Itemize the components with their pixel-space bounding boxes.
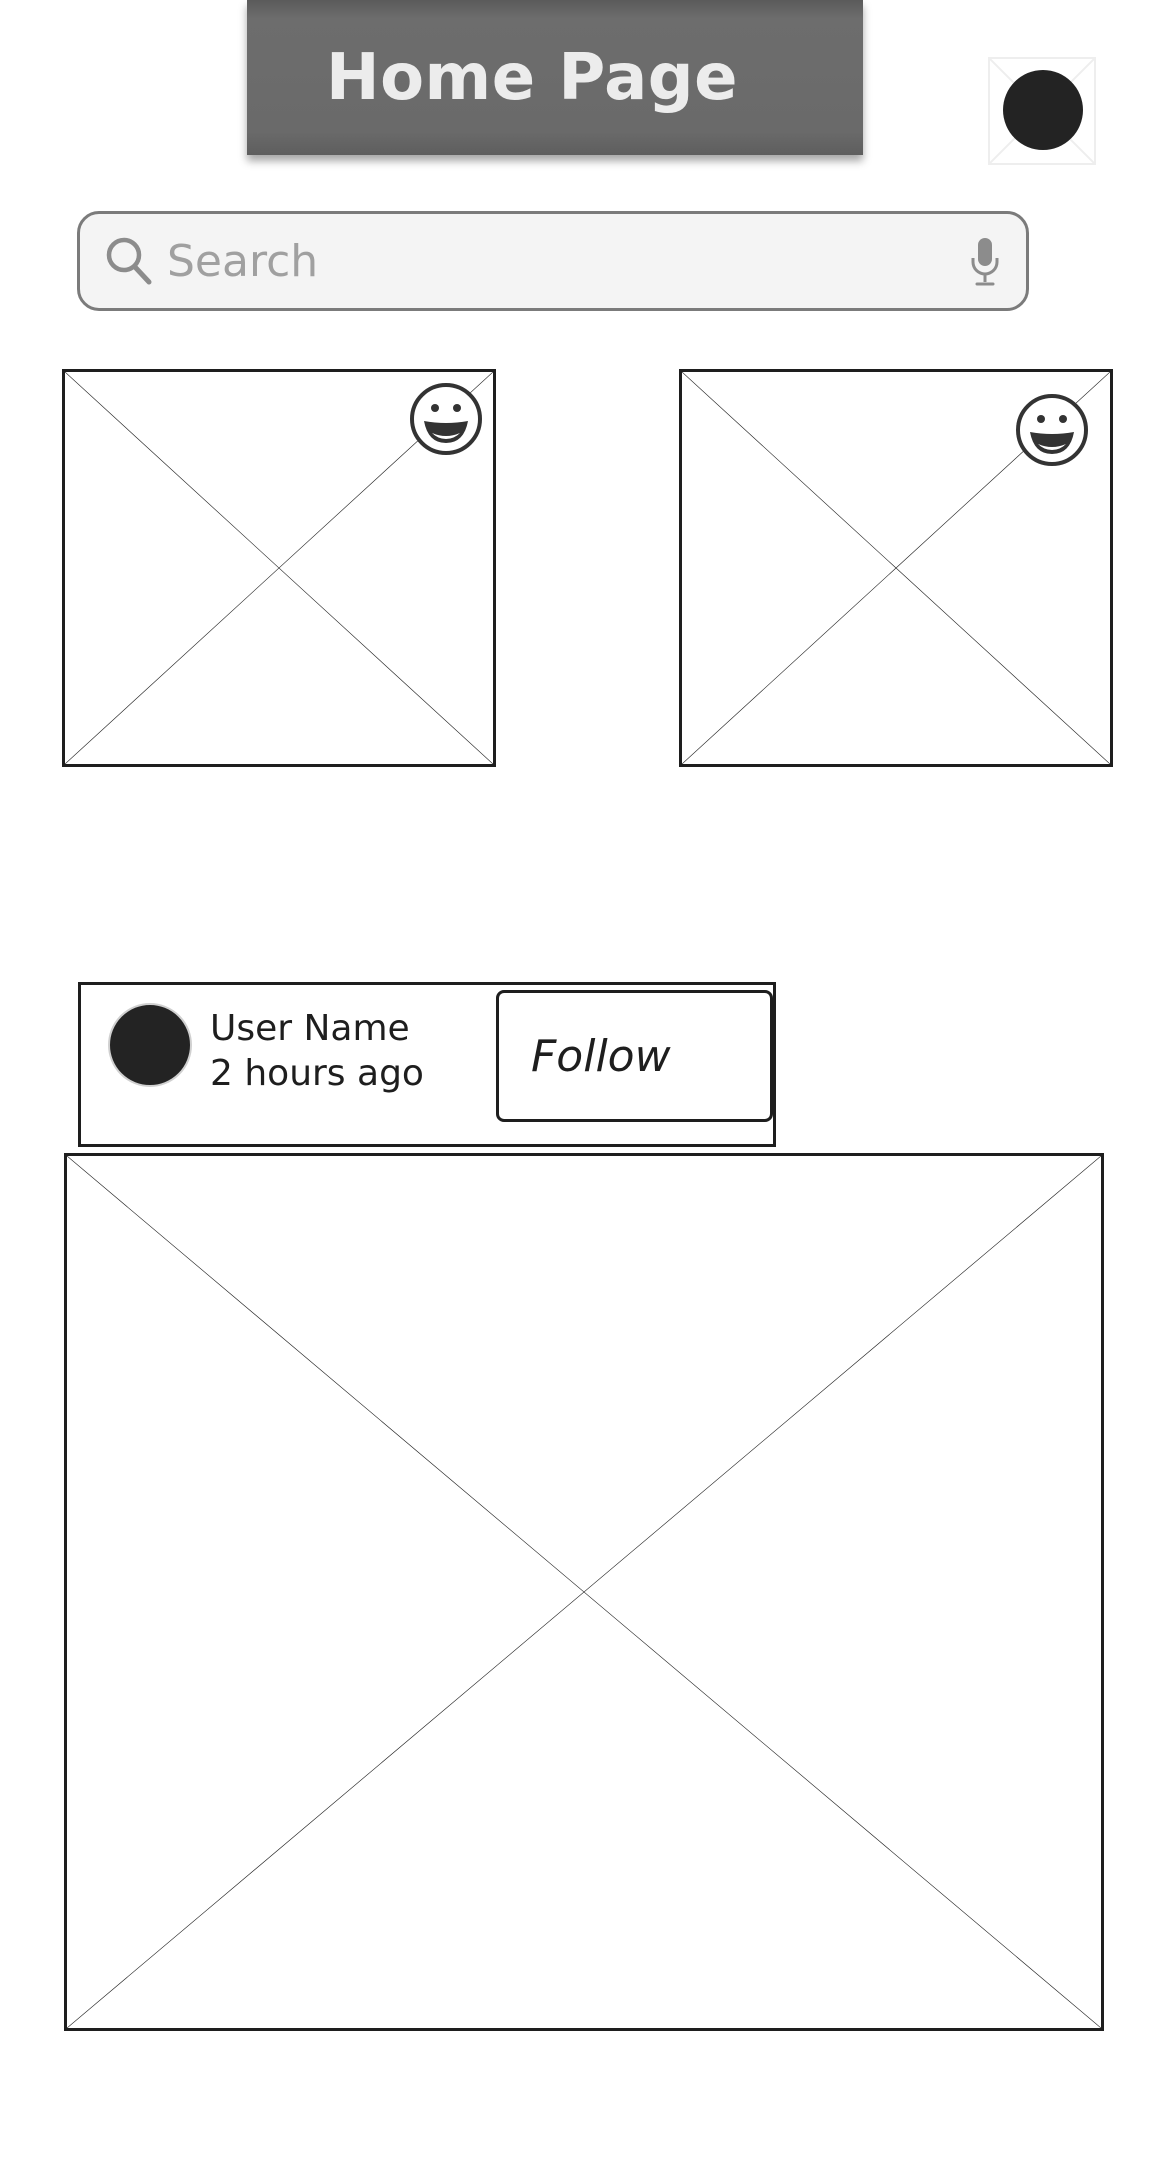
avatar[interactable] <box>108 1003 192 1087</box>
page-title: Home Page <box>326 40 738 115</box>
page-header: Home Page <box>247 0 863 155</box>
search-icon[interactable] <box>105 236 153 286</box>
user-name[interactable]: User Name <box>210 1008 410 1049</box>
image-placeholder-2[interactable] <box>679 369 1113 767</box>
placeholder-cross <box>67 1156 1101 2028</box>
follow-button[interactable]: Follow <box>496 990 773 1122</box>
smiley-icon[interactable] <box>408 381 484 457</box>
post-image-placeholder[interactable] <box>64 1153 1104 2031</box>
post-timestamp: 2 hours ago <box>210 1053 424 1094</box>
microphone-icon[interactable] <box>969 236 1001 288</box>
smiley-icon[interactable] <box>1014 392 1090 468</box>
profile-avatar[interactable] <box>1003 70 1083 150</box>
search-input[interactable] <box>167 224 947 298</box>
